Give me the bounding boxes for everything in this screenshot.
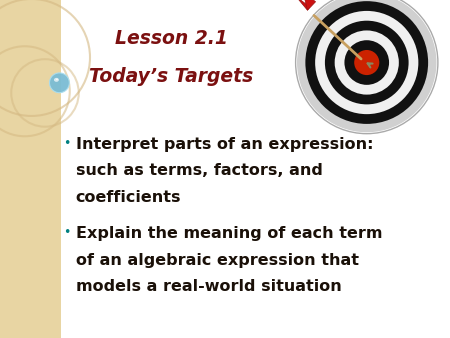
- Text: Explain the meaning of each term: Explain the meaning of each term: [76, 226, 382, 241]
- Ellipse shape: [306, 1, 428, 124]
- Text: coefficients: coefficients: [76, 190, 181, 204]
- Ellipse shape: [335, 30, 399, 95]
- Ellipse shape: [354, 50, 379, 75]
- Text: models a real-world situation: models a real-world situation: [76, 279, 342, 294]
- Text: •: •: [63, 226, 70, 239]
- Ellipse shape: [315, 11, 419, 114]
- Ellipse shape: [50, 73, 69, 93]
- Text: Today’s Targets: Today’s Targets: [89, 67, 253, 86]
- Ellipse shape: [344, 40, 389, 85]
- Bar: [0, 0, 61, 338]
- Polygon shape: [296, 0, 310, 10]
- Text: Interpret parts of an expression:: Interpret parts of an expression:: [76, 137, 373, 152]
- Text: •: •: [63, 137, 70, 150]
- Text: such as terms, factors, and: such as terms, factors, and: [76, 163, 323, 178]
- Ellipse shape: [325, 21, 409, 104]
- Ellipse shape: [297, 0, 436, 132]
- Ellipse shape: [54, 78, 59, 82]
- Ellipse shape: [56, 79, 58, 80]
- Text: of an algebraic expression that: of an algebraic expression that: [76, 253, 359, 268]
- Polygon shape: [303, 0, 315, 10]
- Text: Lesson 2.1: Lesson 2.1: [115, 29, 227, 48]
